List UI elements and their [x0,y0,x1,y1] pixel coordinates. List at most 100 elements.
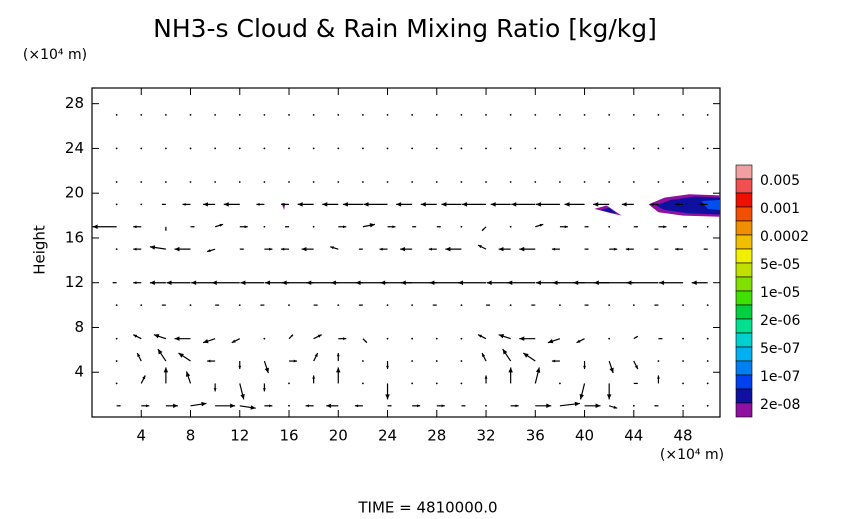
vector-dot [632,404,635,407]
vector-arrow [658,337,663,340]
vector-dot [608,225,611,228]
vector-arrow [522,352,536,362]
vector-arrow [509,181,512,183]
vector-arrow [338,337,347,341]
vector-head [385,394,390,400]
vector-arrow [202,338,216,344]
vector-dot [485,147,487,150]
vector-arrow [460,304,463,306]
vector-arrow [706,181,709,183]
vector-head [428,247,432,251]
vector-arrow [706,113,709,116]
vector-arrow [486,280,511,285]
vector-arrow [133,225,142,229]
vector-arrow [608,304,611,306]
vector-dot [509,147,512,150]
x-tick-label: 20 [329,427,348,445]
vector-dot [238,304,241,306]
vector-arrow [460,225,463,228]
vector-arrow [564,202,585,207]
vector-dot [706,225,709,228]
vector-arrow [115,203,118,206]
vector-head [317,334,322,338]
vector-arrow [608,360,614,374]
vector-arrow [132,334,142,340]
vector-arrow [288,147,290,150]
vector-arrow [535,223,544,228]
vector-head [392,225,396,229]
vector-arrow [559,181,561,183]
vector-dot [435,147,438,150]
vector-arrow [115,248,118,251]
vector-arrow [362,147,364,150]
colorbar-box [735,164,753,180]
vector-dot [559,382,561,385]
vector-dot [263,113,266,116]
vector-dot [337,181,340,183]
vector-arrow [411,337,414,340]
x-tick-label: 36 [526,427,545,445]
vector-arrow [579,383,586,400]
vector-head [400,280,406,285]
vector-dot [312,113,315,116]
vector-arrow [633,226,638,228]
vector-head [330,246,334,250]
vector-head [498,246,504,252]
vector-arrow [420,202,437,207]
vector-arrow [435,113,438,116]
vector-arrow [214,147,217,150]
vector-head [609,367,614,374]
vector-head [484,375,488,379]
vector-dot [411,360,414,362]
vector-arrow [706,337,709,340]
vector-arrow [551,359,560,363]
colorbar-box [735,346,753,362]
vector-dot [115,248,118,251]
vector-arrow [140,203,143,206]
vector-head [685,226,688,228]
vector-arrow [485,404,487,407]
vector-arrow [576,338,585,344]
vector-arrow [485,113,487,116]
vector-dot [386,113,389,116]
vector-arrow [632,181,635,183]
vector-arrow [263,147,266,150]
vector-arrow [682,113,684,116]
vector-dot [435,337,438,340]
vector-arrow [429,280,462,285]
vector-head [675,247,679,251]
vector-head [285,226,287,228]
vector-arrow [112,281,117,284]
vector-dot [460,113,463,116]
vector-arrow [211,280,240,285]
vector-head [201,401,207,407]
vector-arrow [136,352,142,362]
vector-arrow [633,382,638,385]
vector-arrow [682,304,684,306]
vector-head [420,202,426,207]
vector-head [133,247,137,251]
vector-arrow [190,401,207,407]
vector-dot [559,181,561,183]
vector-arrow [706,382,709,385]
vector-head [343,225,347,229]
vector-dot [115,147,118,150]
vector-arrow [387,225,396,229]
vector-arrow [140,304,143,306]
vector-dot [362,382,364,385]
vector-arrow [92,224,117,230]
vector-dot [534,147,537,150]
vector-dot [214,181,217,183]
vector-arrow [534,181,537,183]
vector-arrow [559,147,561,150]
vector-head [634,365,638,370]
vector-arrow [435,147,438,150]
vector-dot [706,404,709,407]
vector-arrow [682,360,684,362]
vector-head [519,336,525,341]
vector-head [238,365,242,370]
vector-head [281,247,285,251]
vector-arrow [386,337,389,340]
vector-dot [509,225,512,228]
vector-arrow [547,338,561,344]
